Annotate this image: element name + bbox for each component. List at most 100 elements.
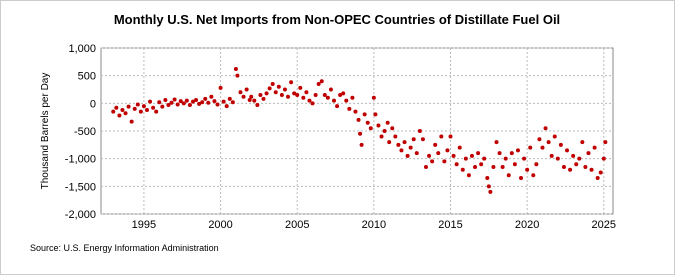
point [307, 98, 312, 103]
point [460, 167, 465, 172]
point [338, 93, 343, 98]
point [451, 153, 456, 158]
point [295, 93, 300, 98]
point [141, 104, 146, 109]
point [286, 94, 291, 99]
point [157, 100, 162, 105]
point [135, 102, 140, 107]
point [411, 137, 416, 142]
point [571, 153, 576, 158]
point [114, 105, 119, 110]
point [148, 99, 153, 104]
point [325, 95, 330, 100]
x-tick-label: 2020 [515, 219, 539, 231]
point [212, 99, 217, 104]
point [215, 102, 220, 107]
y-tick-label: -500 [74, 126, 96, 138]
point [457, 145, 462, 150]
point [488, 189, 493, 194]
point [531, 173, 536, 178]
point [430, 159, 435, 164]
point [273, 90, 278, 95]
point [601, 156, 606, 161]
point [249, 94, 254, 99]
point [365, 120, 370, 125]
x-tick-label: 2000 [208, 219, 232, 231]
point [358, 131, 363, 136]
point [258, 93, 263, 98]
point [408, 145, 413, 150]
point [466, 173, 471, 178]
point [120, 107, 125, 112]
point [218, 85, 223, 90]
point [385, 120, 390, 125]
point [454, 162, 459, 167]
x-tick-label: 2025 [592, 219, 616, 231]
point [373, 112, 378, 117]
point [328, 87, 333, 92]
point [163, 98, 168, 103]
point [393, 134, 398, 139]
point [561, 164, 566, 169]
point [335, 104, 340, 109]
point [151, 105, 156, 110]
point [359, 142, 364, 147]
point [589, 167, 594, 172]
point [126, 104, 131, 109]
x-tick-label: 2005 [285, 219, 309, 231]
point [224, 104, 229, 109]
point [230, 100, 235, 105]
point [512, 162, 517, 167]
point [304, 90, 309, 95]
point [509, 151, 514, 156]
point [417, 129, 422, 133]
point [267, 86, 272, 91]
point [592, 145, 597, 150]
point [175, 102, 180, 107]
point [270, 81, 275, 86]
point [555, 156, 560, 161]
point [166, 102, 171, 107]
point [549, 153, 554, 158]
point [172, 97, 177, 102]
point [485, 176, 490, 181]
point [503, 156, 508, 161]
point [160, 104, 165, 109]
point [543, 126, 548, 131]
point [583, 164, 588, 169]
point [178, 99, 183, 104]
point [497, 151, 502, 156]
point [565, 148, 570, 153]
point [546, 140, 551, 145]
point [519, 176, 524, 181]
point [540, 145, 545, 150]
point [445, 148, 450, 153]
point [463, 156, 468, 161]
point [515, 148, 520, 153]
point [420, 137, 425, 142]
point [129, 119, 134, 124]
point [261, 96, 266, 101]
point [132, 106, 137, 111]
point [209, 94, 214, 99]
point [276, 84, 281, 89]
point [184, 98, 189, 103]
point [353, 109, 358, 114]
point [390, 126, 395, 131]
point [332, 98, 337, 103]
point [264, 91, 269, 96]
point [423, 164, 428, 169]
point [233, 67, 238, 72]
point [402, 140, 407, 145]
point [187, 102, 192, 107]
point [396, 142, 401, 147]
point [255, 102, 260, 107]
point [427, 153, 432, 158]
chart-title: Monthly U.S. Net Imports from Non-OPEC C… [114, 12, 560, 27]
y-axis-label: Thousand Barrels per Day [40, 73, 51, 190]
point [194, 98, 199, 103]
point [341, 91, 346, 96]
point [200, 100, 205, 105]
